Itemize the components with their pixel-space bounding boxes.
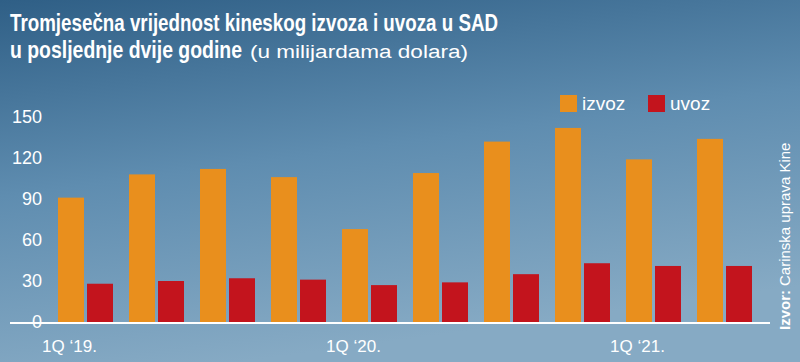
- bar: [726, 266, 752, 322]
- bar: [271, 177, 297, 322]
- source: Izvor: Carinska uprava Kine: [776, 143, 793, 330]
- background: [0, 0, 800, 362]
- bar: [442, 282, 468, 322]
- bar: [371, 285, 397, 322]
- bar: [158, 281, 184, 322]
- bar: [626, 159, 652, 322]
- bar: [300, 280, 326, 322]
- y-tick-label: 150: [12, 107, 42, 127]
- subtitle: (u milijardama dolara): [250, 42, 468, 62]
- legend-label: izvoz: [582, 93, 625, 114]
- bar: [697, 139, 723, 322]
- x-tick-label: 1Q ‘19.: [42, 337, 97, 356]
- bar: [484, 142, 510, 322]
- legend-label: uvoz: [670, 93, 710, 114]
- y-tick-label: 90: [22, 189, 42, 209]
- bar: [129, 174, 155, 322]
- bar: [555, 128, 581, 322]
- bar: [87, 284, 113, 322]
- bar: [229, 278, 255, 322]
- bar: [342, 229, 368, 322]
- x-tick-label: 1Q ‘20.: [326, 337, 381, 356]
- title: Tromjesečna vrijednost kineskog izvoza i…: [10, 10, 498, 36]
- bar: [58, 198, 84, 322]
- title: u posljednje dvije godine: [10, 37, 242, 63]
- legend-swatch: [648, 95, 665, 112]
- bar: [655, 266, 681, 322]
- source-label: Izvor:: [776, 290, 793, 330]
- y-tick-label: 120: [12, 148, 42, 168]
- bar: [513, 274, 539, 322]
- y-tick-label: 60: [22, 230, 42, 250]
- chart: Tromjesečna vrijednost kineskog izvoza i…: [0, 0, 800, 362]
- legend-swatch: [560, 95, 577, 112]
- source-text: Carinska uprava Kine: [776, 143, 793, 286]
- bar: [200, 169, 226, 322]
- bar: [584, 263, 610, 322]
- x-axis-line: [10, 322, 770, 324]
- bars: [58, 128, 752, 322]
- y-tick-label: 30: [22, 271, 42, 291]
- bar: [413, 173, 439, 322]
- x-tick-label: 1Q ‘21.: [610, 337, 665, 356]
